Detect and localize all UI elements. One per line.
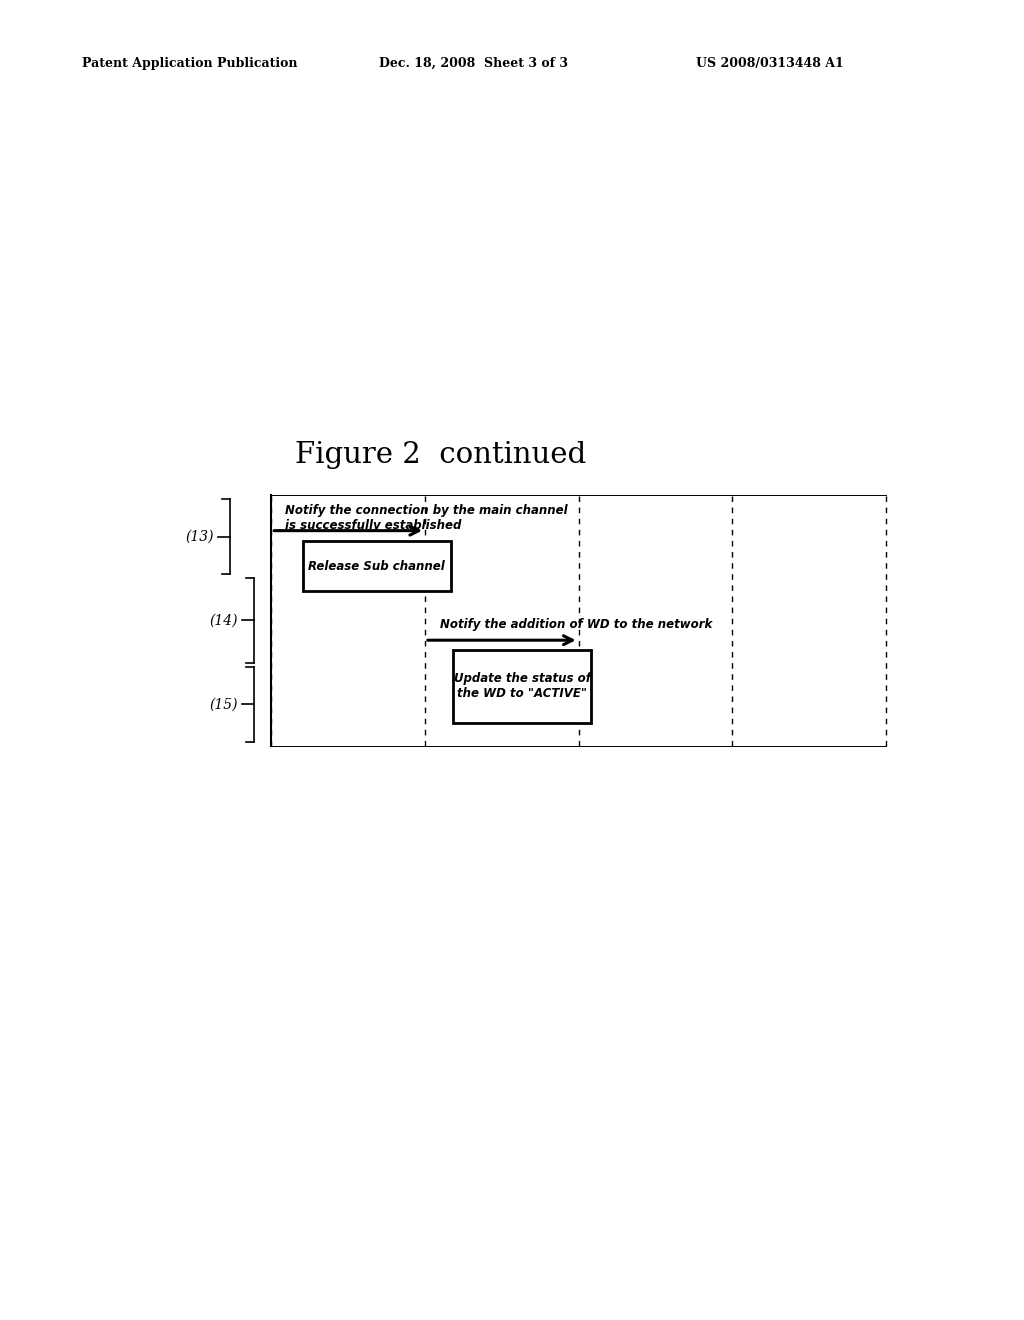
Text: Figure 2  continued: Figure 2 continued <box>295 441 586 470</box>
Text: US 2008/0313448 A1: US 2008/0313448 A1 <box>696 57 844 70</box>
Text: (13): (13) <box>185 529 214 544</box>
Text: (15): (15) <box>209 697 238 711</box>
Text: Notify the connection by the main channel
is successfully established: Notify the connection by the main channe… <box>285 504 567 532</box>
FancyBboxPatch shape <box>453 651 592 723</box>
Text: (14): (14) <box>209 614 238 627</box>
Text: Release Sub channel: Release Sub channel <box>308 560 445 573</box>
Text: Notify the addition of WD to the network: Notify the addition of WD to the network <box>440 618 713 631</box>
Text: Update the status of
the WD to "ACTIVE": Update the status of the WD to "ACTIVE" <box>454 672 591 701</box>
FancyBboxPatch shape <box>303 541 451 591</box>
Text: Dec. 18, 2008  Sheet 3 of 3: Dec. 18, 2008 Sheet 3 of 3 <box>379 57 568 70</box>
Text: Patent Application Publication: Patent Application Publication <box>82 57 297 70</box>
